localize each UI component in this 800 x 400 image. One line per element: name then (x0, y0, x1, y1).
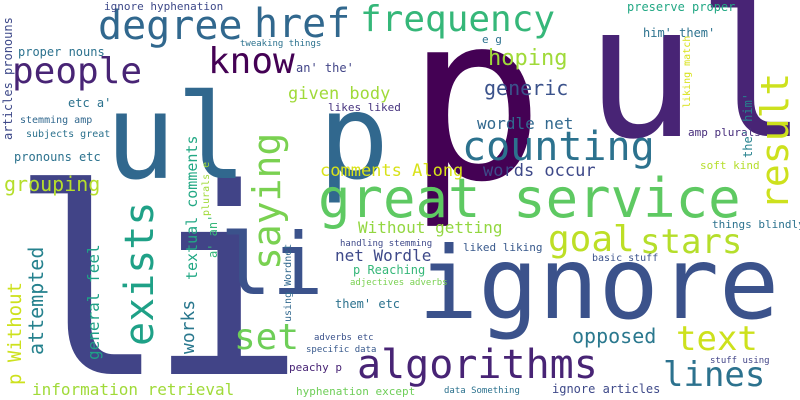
word: goal (548, 219, 635, 260)
word: peachy p (289, 361, 342, 374)
word: adjectives adverbs (350, 278, 448, 288)
word: using Wordnet (283, 243, 294, 322)
word: articles pronouns (1, 17, 15, 140)
word: comments Along (320, 161, 464, 181)
word: counting (462, 124, 655, 170)
word: the' him' (741, 92, 755, 158)
word: an' the' (296, 61, 354, 75)
word: text (676, 319, 758, 359)
word: saying (245, 132, 289, 270)
word: stuff using (710, 356, 770, 366)
word: him' them' (643, 26, 716, 40)
word: ignore articles (552, 382, 661, 396)
word: wordle net (477, 114, 574, 133)
word: handling stemming (340, 239, 433, 249)
word: subjects great (26, 129, 111, 140)
word: attempted (24, 246, 48, 355)
word: grouping (4, 172, 101, 196)
word: hoping (488, 46, 568, 71)
word: ul (585, 0, 800, 180)
word: a' an' (206, 214, 220, 258)
word: generic (484, 76, 569, 100)
word: given body (288, 84, 391, 104)
word: adverbs etc (314, 333, 374, 343)
word: ignore hyphenation (104, 0, 224, 13)
word: basic stuff (592, 253, 659, 264)
word: net Wordle (335, 246, 432, 265)
word: soft kind (700, 159, 760, 172)
word: plurals e (201, 161, 212, 216)
word: li (220, 215, 324, 315)
word: ul p (105, 68, 390, 206)
word: stars (640, 222, 743, 262)
word: e g (482, 33, 502, 46)
word: textual comments (183, 135, 201, 281)
word: algorithms (357, 342, 598, 388)
word: them' etc (335, 297, 401, 311)
word: result (753, 72, 797, 210)
word: amp plurals (688, 126, 761, 139)
word: specific data (306, 345, 377, 355)
word: opposed (572, 324, 657, 348)
word: works (178, 299, 199, 354)
word: pronouns etc (14, 150, 101, 164)
word: hyphenation except (296, 385, 416, 398)
word: liking match (682, 35, 693, 108)
word: stemming amp (20, 115, 93, 126)
word: etc a' (68, 96, 112, 110)
word: frequency (360, 0, 556, 40)
word: liked liking (463, 241, 543, 254)
word: proper nouns (18, 45, 105, 59)
word: preserve proper (627, 0, 736, 14)
word: set (234, 317, 300, 358)
word: data Something (444, 386, 520, 396)
word: information retrieval (32, 380, 235, 399)
word: great service (318, 167, 741, 230)
word: know (208, 41, 295, 82)
word: ignore (418, 225, 780, 342)
word: p Without (4, 282, 26, 385)
word: things blindly (712, 218, 800, 231)
word: lines (663, 355, 766, 395)
word: p Reaching (353, 263, 426, 277)
word: Without getting (358, 218, 503, 237)
word: tweaking things (240, 39, 322, 49)
word: people (12, 51, 143, 92)
word: href (254, 1, 351, 47)
word: p (406, 0, 545, 233)
word: words occur (483, 161, 596, 181)
word: general feel (84, 244, 103, 360)
word: li (10, 134, 305, 400)
word: degree (98, 3, 243, 49)
word: exists (117, 201, 163, 347)
word: likes liked (328, 101, 401, 114)
